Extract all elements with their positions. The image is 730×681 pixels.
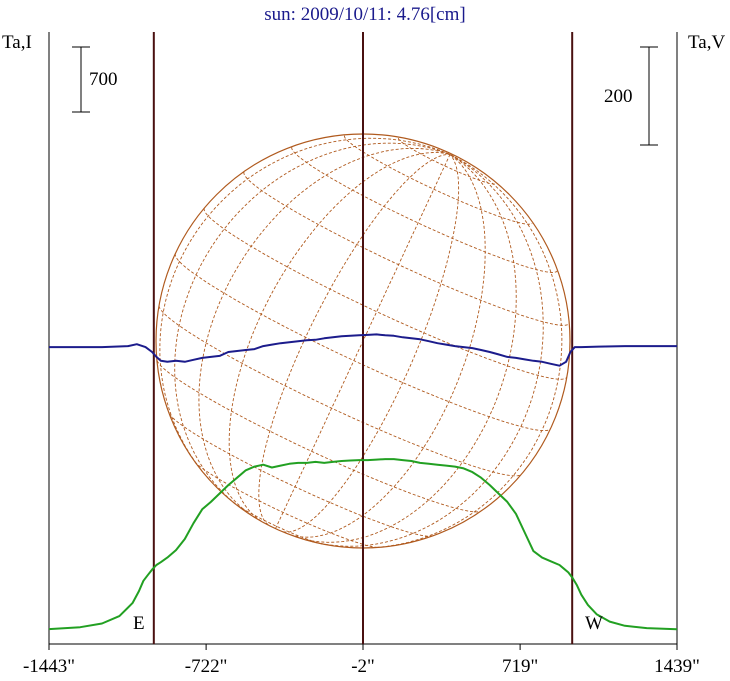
longitude-line	[283, 154, 460, 533]
longitude-line	[275, 154, 451, 529]
x-tick-label: -1443"	[23, 656, 75, 677]
longitude-line	[296, 154, 517, 543]
series-line-V	[49, 333, 677, 367]
latitude-line	[243, 171, 570, 326]
x-tick-label: -2"	[351, 656, 375, 677]
latitude-line	[343, 135, 533, 225]
longitude-line	[228, 152, 451, 522]
longitude-line	[356, 154, 563, 549]
scale-label-left: 700	[89, 69, 118, 90]
longitude-line	[310, 154, 544, 547]
x-tick-label: 719"	[502, 656, 538, 677]
longitude-line	[159, 137, 451, 480]
y-right-label: Ta,V	[688, 32, 725, 53]
limb-lines	[152, 32, 574, 644]
x-tick-label: 1439"	[654, 656, 700, 677]
x-ticks: -1443" -722" -2" 719" 1439"	[23, 644, 700, 677]
longitude-line	[290, 154, 486, 538]
series-line-I	[48, 458, 678, 631]
longitude-line	[198, 147, 451, 519]
chart-title: sun: 2009/10/11: 4.76[cm]	[264, 4, 465, 25]
latitude-line	[233, 502, 323, 545]
curves	[48, 333, 678, 631]
limb-label-east: E	[133, 613, 145, 634]
y-left-label: Ta,I	[2, 32, 32, 53]
limb-label-west: W	[585, 613, 603, 634]
longitude-line	[174, 142, 451, 511]
latitude-line	[203, 208, 568, 380]
scale-bar-left	[72, 46, 90, 113]
longitude-line	[258, 153, 451, 526]
scale-bar-right	[640, 46, 658, 146]
x-tick-label: -722"	[185, 656, 228, 677]
scale-label-right: 200	[604, 86, 633, 107]
latitude-line	[169, 413, 432, 537]
